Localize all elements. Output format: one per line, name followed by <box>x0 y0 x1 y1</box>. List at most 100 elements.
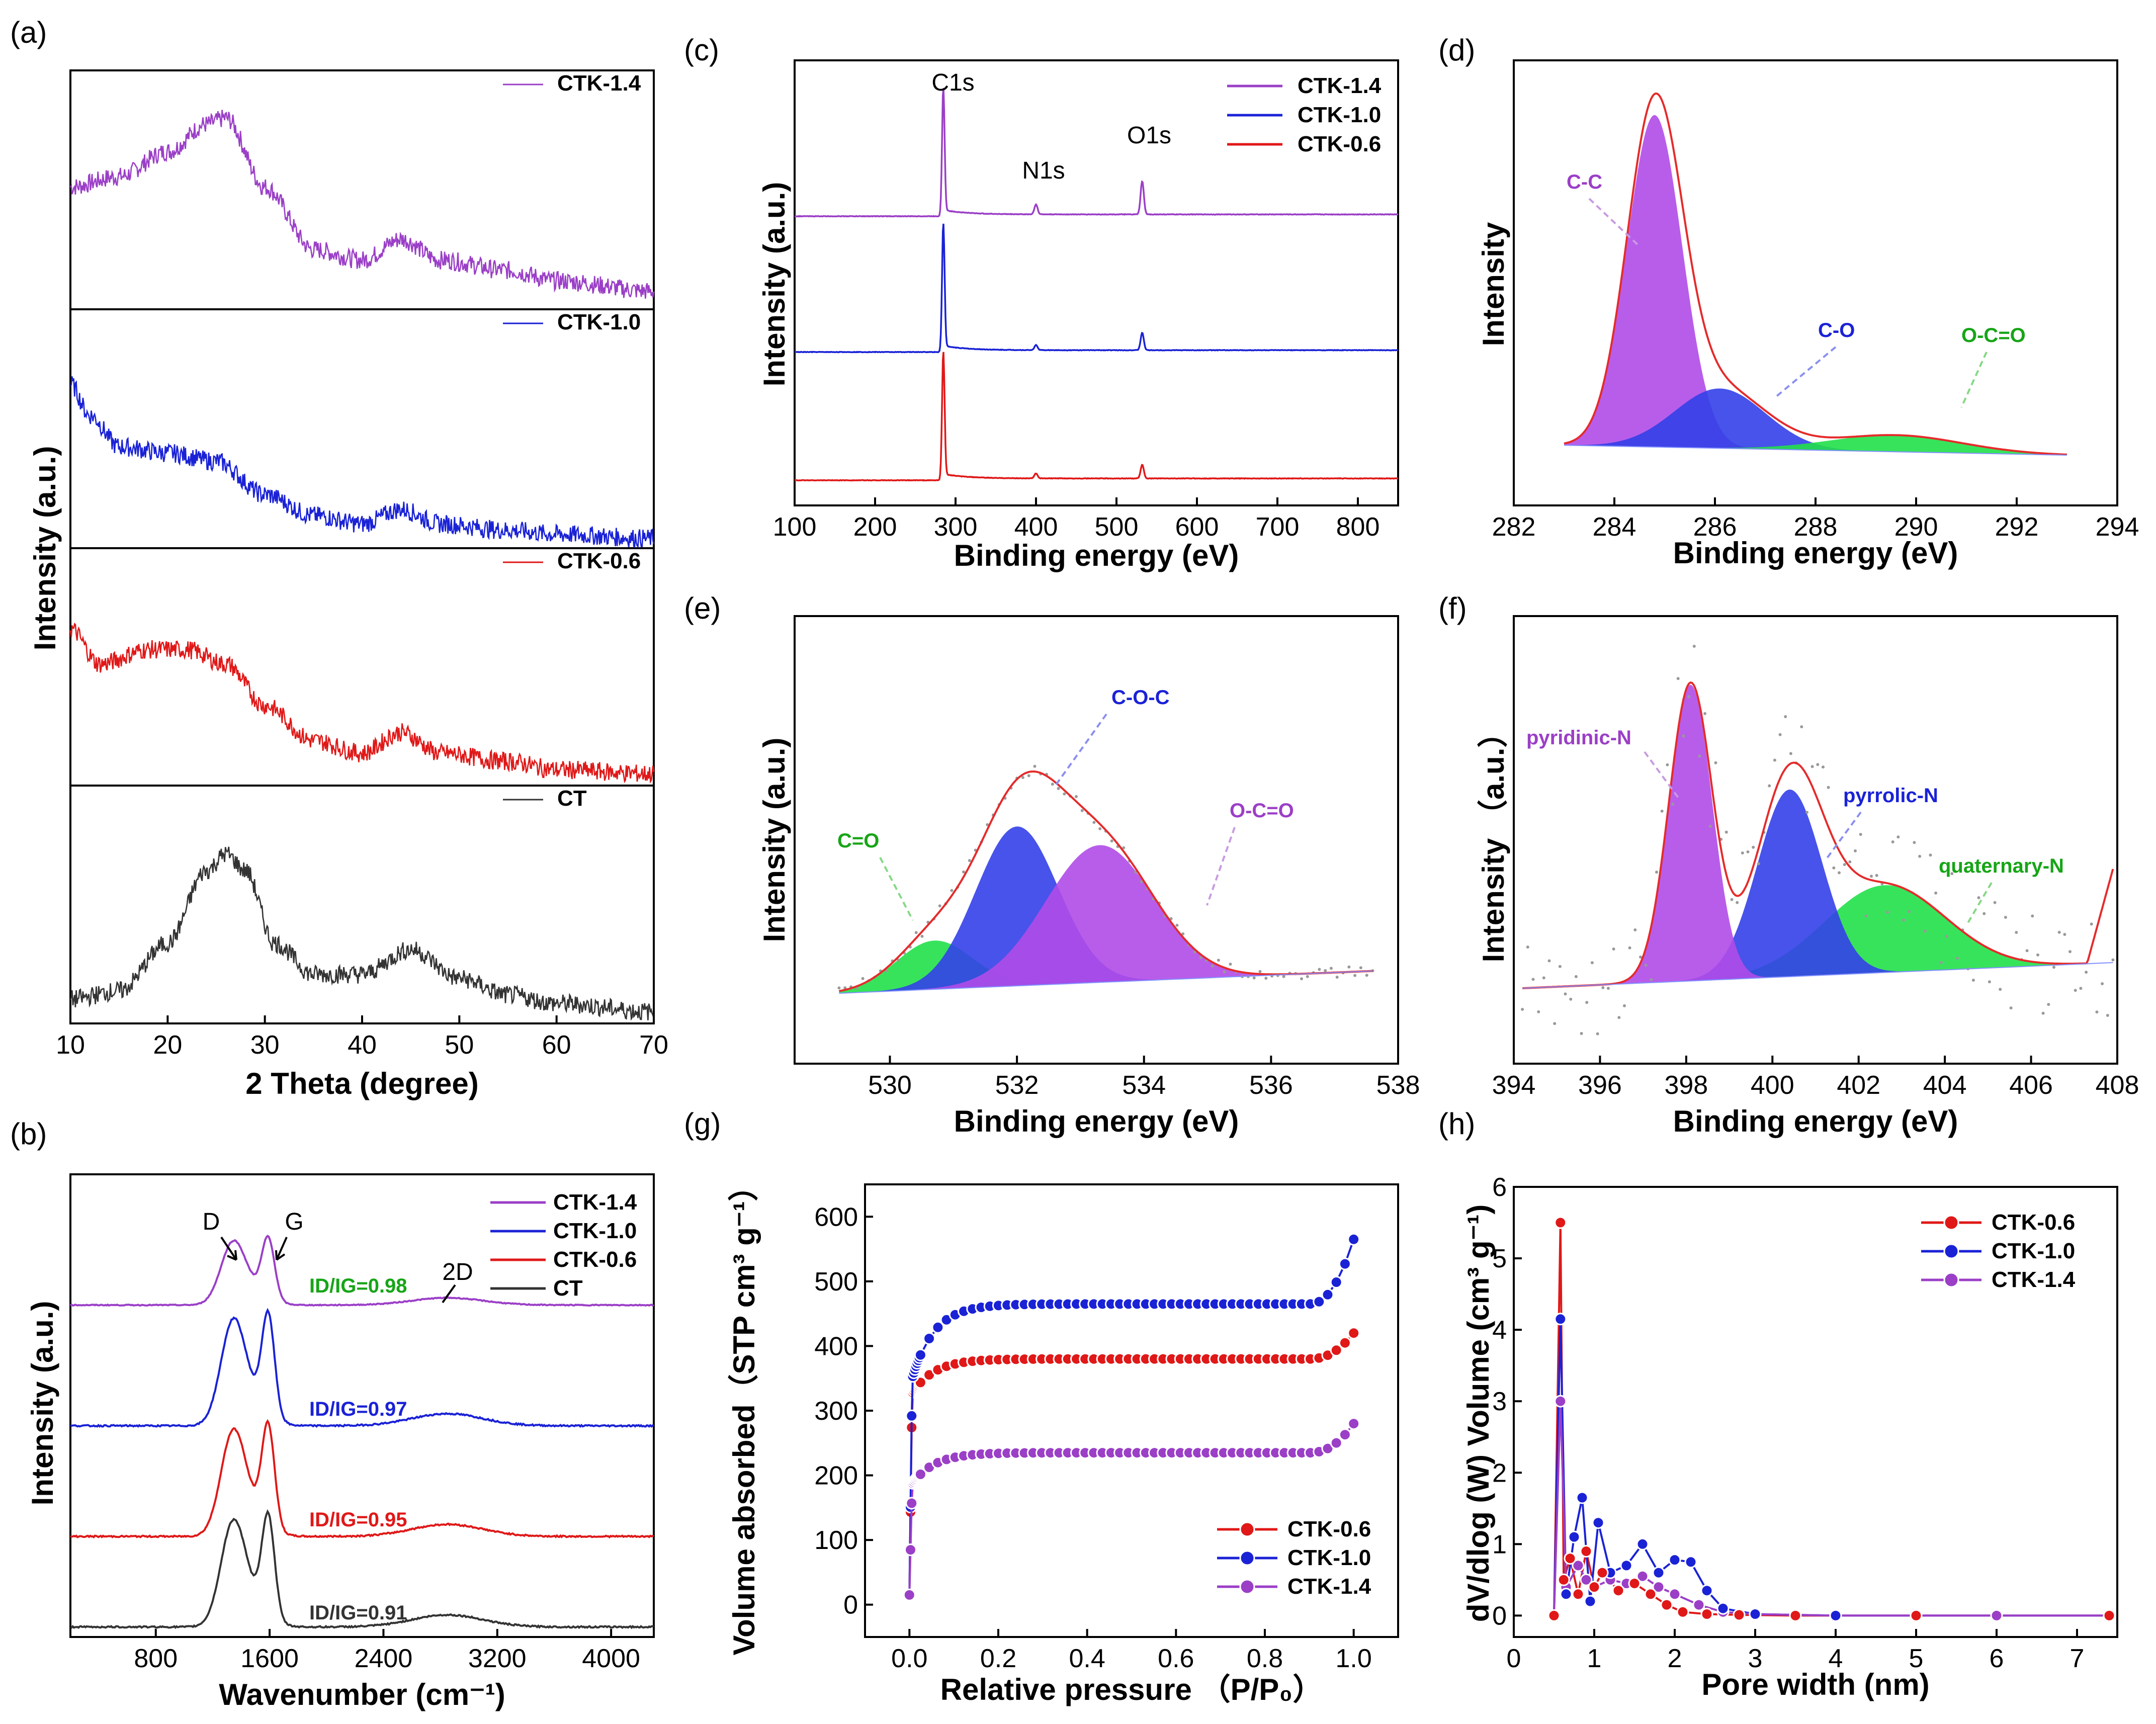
panel-e-label: (e) <box>684 591 721 625</box>
raw-point <box>1752 845 1755 849</box>
g-ticklabel-3: 0.6 <box>1158 1644 1194 1673</box>
psd-point-CTK-1.0 <box>1652 1566 1665 1579</box>
isotherm-point-CTK-1.4 <box>1330 1436 1343 1449</box>
raw-point <box>1553 1022 1557 1025</box>
g-legend-marker-CTK-1.0 <box>1239 1550 1255 1566</box>
raw-point <box>1939 961 1943 964</box>
raw-point <box>1021 776 1024 779</box>
raw-point <box>1859 833 1862 836</box>
raw-point <box>2031 914 2034 918</box>
panel-f-pointer-quaternary <box>1965 882 1993 926</box>
raw-point <box>1306 975 1309 978</box>
raw-point <box>1741 851 1744 854</box>
g-ticklabel-0: 0.0 <box>891 1644 927 1673</box>
a-ticklabel-1: 20 <box>153 1030 182 1060</box>
h-ticklabel-0: 0 <box>1507 1644 1521 1673</box>
raw-point <box>1655 871 1658 874</box>
raw-point <box>1521 1008 1524 1011</box>
raman-ratio-CTK-0.6: ID/IG=0.95 <box>309 1509 407 1531</box>
isotherm-point-CTK-1.0 <box>1330 1276 1343 1288</box>
h-legend-marker-CTK-0.6 <box>1943 1215 1959 1231</box>
raw-point <box>1110 839 1113 843</box>
psd-point-CTK-0.6 <box>1557 1573 1570 1586</box>
panel-b-legend: CTK-1.4 CTK-1.0 CTK-0.6 CT <box>490 1190 637 1301</box>
c-legend-label-CTK-1.4: CTK-1.4 <box>1298 73 1382 98</box>
panel-g-label: (g) <box>684 1107 721 1141</box>
raw-point <box>1746 850 1750 853</box>
panel-f-label-pyrrolic: pyrrolic-N <box>1843 785 1938 807</box>
raw-point <box>1569 997 1573 1001</box>
raw-point <box>837 986 841 990</box>
raw-point <box>1169 917 1173 920</box>
psd-point-CTK-0.6 <box>1596 1566 1609 1579</box>
panel-d: (d) 282 284 286 288 290 292 294 Binding energy… <box>1438 33 2139 570</box>
fit-envelope <box>1564 92 2067 456</box>
raw-point <box>2101 982 2104 985</box>
panel-b-ylabel: Intensity (a.u.) <box>26 1301 59 1506</box>
b-ticklabel-2: 2400 <box>355 1644 413 1673</box>
raw-point <box>1617 1016 1621 1019</box>
raw-point <box>1682 734 1685 738</box>
d-ticklabel-5: 292 <box>1995 512 2039 542</box>
raw-point <box>1971 979 1975 982</box>
psd-point-CTK-1.4 <box>1554 1395 1567 1408</box>
raw-point <box>1827 786 1830 789</box>
psd-point-CTK-0.6 <box>1588 1581 1601 1594</box>
raw-point <box>1666 763 1669 766</box>
panel-f-pointer-pyrrolic <box>1825 811 1862 861</box>
panel-d-label-cc: C-C <box>1567 171 1602 193</box>
raw-point <box>1950 872 1954 876</box>
raw-point <box>1075 795 1078 798</box>
raw-point <box>920 934 924 938</box>
panel-b-peak-2d: 2D <box>442 1259 473 1285</box>
g-ticklabel-1: 0.2 <box>980 1644 1016 1673</box>
e-ticklabel-4: 538 <box>1376 1071 1420 1100</box>
b-legend-label-CTK-1.0: CTK-1.0 <box>553 1219 637 1243</box>
raw-point <box>1886 910 1889 914</box>
raw-point <box>1644 964 1648 967</box>
raw-point <box>1564 992 1567 996</box>
raw-point <box>2085 971 2088 974</box>
psd-point-CTK-0.6 <box>1644 1588 1657 1601</box>
raw-point <box>1199 956 1202 960</box>
psd-point-CTK-0.6 <box>1612 1584 1625 1597</box>
g-legend-marker-CTK-1.4 <box>1239 1579 1255 1595</box>
raw-point <box>1353 974 1357 977</box>
raw-point <box>2074 989 2077 992</box>
e-ticklabel-0: 530 <box>868 1071 912 1100</box>
raw-point <box>1692 645 1696 648</box>
e-ticklabel-1: 532 <box>995 1071 1039 1100</box>
g-ticklabel-2: 0.4 <box>1069 1644 1105 1673</box>
raw-point <box>1923 929 1927 933</box>
xrd-curve-CTK-1.4 <box>69 110 655 299</box>
panel-a-label: (a) <box>10 16 47 49</box>
c-ticklabel-7: 800 <box>1336 512 1380 542</box>
panel-b-arrow-g <box>275 1237 288 1261</box>
raw-point <box>1676 677 1680 680</box>
raw-point <box>2004 916 2007 919</box>
psd-point-CTK-0.6 <box>1572 1588 1585 1601</box>
raw-point <box>1902 918 1906 922</box>
raw-point <box>1698 754 1701 758</box>
h-legend-label-CTK-0.6: CTK-0.6 <box>1992 1210 2075 1235</box>
raw-point <box>1033 764 1037 768</box>
panel-c: (c) 100 200 300 400 500 600 700 800 Binding ene… <box>684 33 1399 572</box>
isotherm-point-CTK-1.4 <box>1321 1442 1334 1455</box>
isotherm-point-CTK-1.0 <box>1347 1233 1360 1246</box>
raw-point <box>1671 803 1675 806</box>
isotherm-point-CTK-1.4 <box>904 1543 917 1557</box>
d-ticklabel-6: 294 <box>2096 512 2139 542</box>
panel-h-frame <box>1513 1186 2118 1638</box>
raw-point <box>1918 854 1922 858</box>
isotherm-point-CTK-1.4 <box>905 1497 918 1510</box>
d-ticklabel-3: 288 <box>1794 512 1838 542</box>
e-ticklabel-3: 536 <box>1249 1071 1293 1100</box>
panel-d-label: (d) <box>1438 33 1475 67</box>
raw-point <box>1574 975 1578 978</box>
component-pyrrolic-N <box>1522 789 2113 988</box>
isotherm-point-CTK-1.0 <box>1338 1257 1351 1270</box>
g-yticklabel-2: 200 <box>814 1461 858 1491</box>
isotherm-point-CTK-1.0 <box>905 1409 918 1422</box>
b-ticklabel-1: 1600 <box>240 1644 299 1673</box>
psd-point-CTK-0.6 <box>1700 1608 1713 1620</box>
